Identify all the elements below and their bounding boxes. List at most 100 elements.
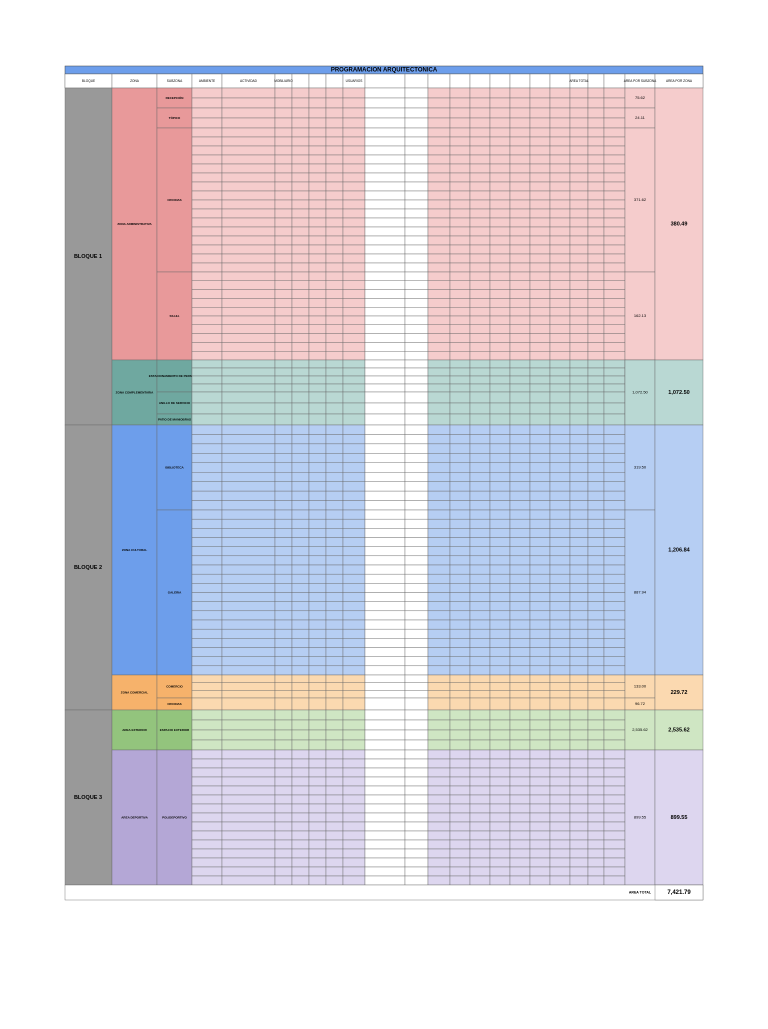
table-cell: [342, 359, 366, 369]
table-cell: [221, 375, 276, 385]
table-cell: [509, 367, 531, 377]
table-cell: [489, 217, 511, 228]
table-cell: [427, 289, 451, 299]
table-cell: [489, 402, 511, 415]
subzona-area: 371.62: [634, 197, 647, 202]
table-cell: [569, 163, 589, 174]
table-cell: [221, 697, 276, 711]
table-cell: [404, 537, 429, 547]
table-cell: [325, 253, 344, 264]
table-cell: [469, 785, 491, 796]
table-cell: [449, 628, 471, 639]
table-cell: [427, 434, 451, 445]
table-cell: [529, 253, 551, 264]
table-cell: [469, 709, 491, 721]
table-cell: [342, 443, 366, 454]
table-cell: [221, 136, 276, 147]
table-cell: [529, 136, 551, 147]
table-cell: [469, 564, 491, 575]
table-cell: [427, 472, 451, 482]
table-cell: [587, 127, 605, 138]
table-cell: [509, 518, 531, 529]
table-cell: [587, 342, 605, 352]
table-cell: [469, 413, 491, 426]
table-cell: [489, 830, 511, 841]
table-cell: [549, 199, 571, 210]
table-cell: [469, 117, 491, 129]
table-cell: [427, 163, 451, 174]
table-cell: [308, 271, 327, 282]
table-cell: [587, 690, 605, 699]
table-cell: [274, 749, 293, 760]
table-cell: [509, 462, 531, 473]
table-cell: [404, 481, 429, 492]
table-cell: [529, 875, 551, 886]
table-cell: [191, 217, 223, 228]
table-cell: [342, 307, 366, 317]
table-cell: [449, 208, 471, 219]
table-cell: [191, 208, 223, 219]
table-cell: [587, 839, 605, 850]
table-cell: [489, 697, 511, 711]
table-cell: [221, 190, 276, 201]
table-cell: [291, 453, 310, 463]
zona-label: AREA EXTERIOR: [122, 728, 147, 732]
table-cell: [509, 848, 531, 859]
table-cell: [509, 592, 531, 602]
table-cell: [469, 719, 491, 731]
table-cell: [529, 280, 551, 290]
table-cell: [427, 244, 451, 255]
table-cell: [364, 709, 406, 721]
table-cell: [325, 235, 344, 246]
table-cell: [469, 145, 491, 156]
table-cell: [325, 564, 344, 575]
table-cell: [427, 739, 451, 751]
table-cell: [549, 462, 571, 473]
table-cell: [427, 830, 451, 841]
table-cell: [489, 235, 511, 246]
table-cell: [342, 682, 366, 691]
table-cell: [342, 509, 366, 520]
table-cell: [274, 555, 293, 566]
header-cell: [549, 73, 571, 89]
table-cell: [221, 391, 276, 404]
table-cell: [221, 359, 276, 369]
table-cell: [308, 127, 327, 138]
table-cell: [291, 289, 310, 299]
table-cell: [603, 690, 626, 699]
table-cell: [221, 235, 276, 246]
table-cell: [274, 391, 293, 404]
table-cell: [325, 583, 344, 593]
table-cell: [404, 729, 429, 741]
table-cell: [427, 857, 451, 868]
table-cell: [342, 690, 366, 699]
table-cell: [603, 857, 626, 868]
table-cell: [221, 866, 276, 877]
table-cell: [342, 351, 366, 361]
table-cell: [603, 656, 626, 667]
table-cell: [427, 564, 451, 575]
table-cell: [569, 226, 589, 237]
table-cell: [274, 821, 293, 832]
table-cell: [449, 391, 471, 404]
table-cell: [569, 391, 589, 404]
table-cell: [449, 610, 471, 621]
table-cell: [364, 472, 406, 482]
table-cell: [587, 190, 605, 201]
table-cell: [325, 298, 344, 308]
table-cell: [308, 391, 327, 404]
table-cell: [291, 812, 310, 823]
table-cell: [364, 424, 406, 435]
table-cell: [325, 812, 344, 823]
table-cell: [221, 383, 276, 393]
table-cell: [569, 812, 589, 823]
table-cell: [489, 528, 511, 538]
table-cell: [569, 610, 589, 621]
table-cell: [569, 848, 589, 859]
subzona-label: OFICINAS: [167, 702, 181, 706]
table-cell: [404, 509, 429, 520]
table-cell: [569, 271, 589, 282]
table-cell: [342, 87, 366, 99]
table-cell: [449, 472, 471, 482]
table-cell: [587, 758, 605, 769]
